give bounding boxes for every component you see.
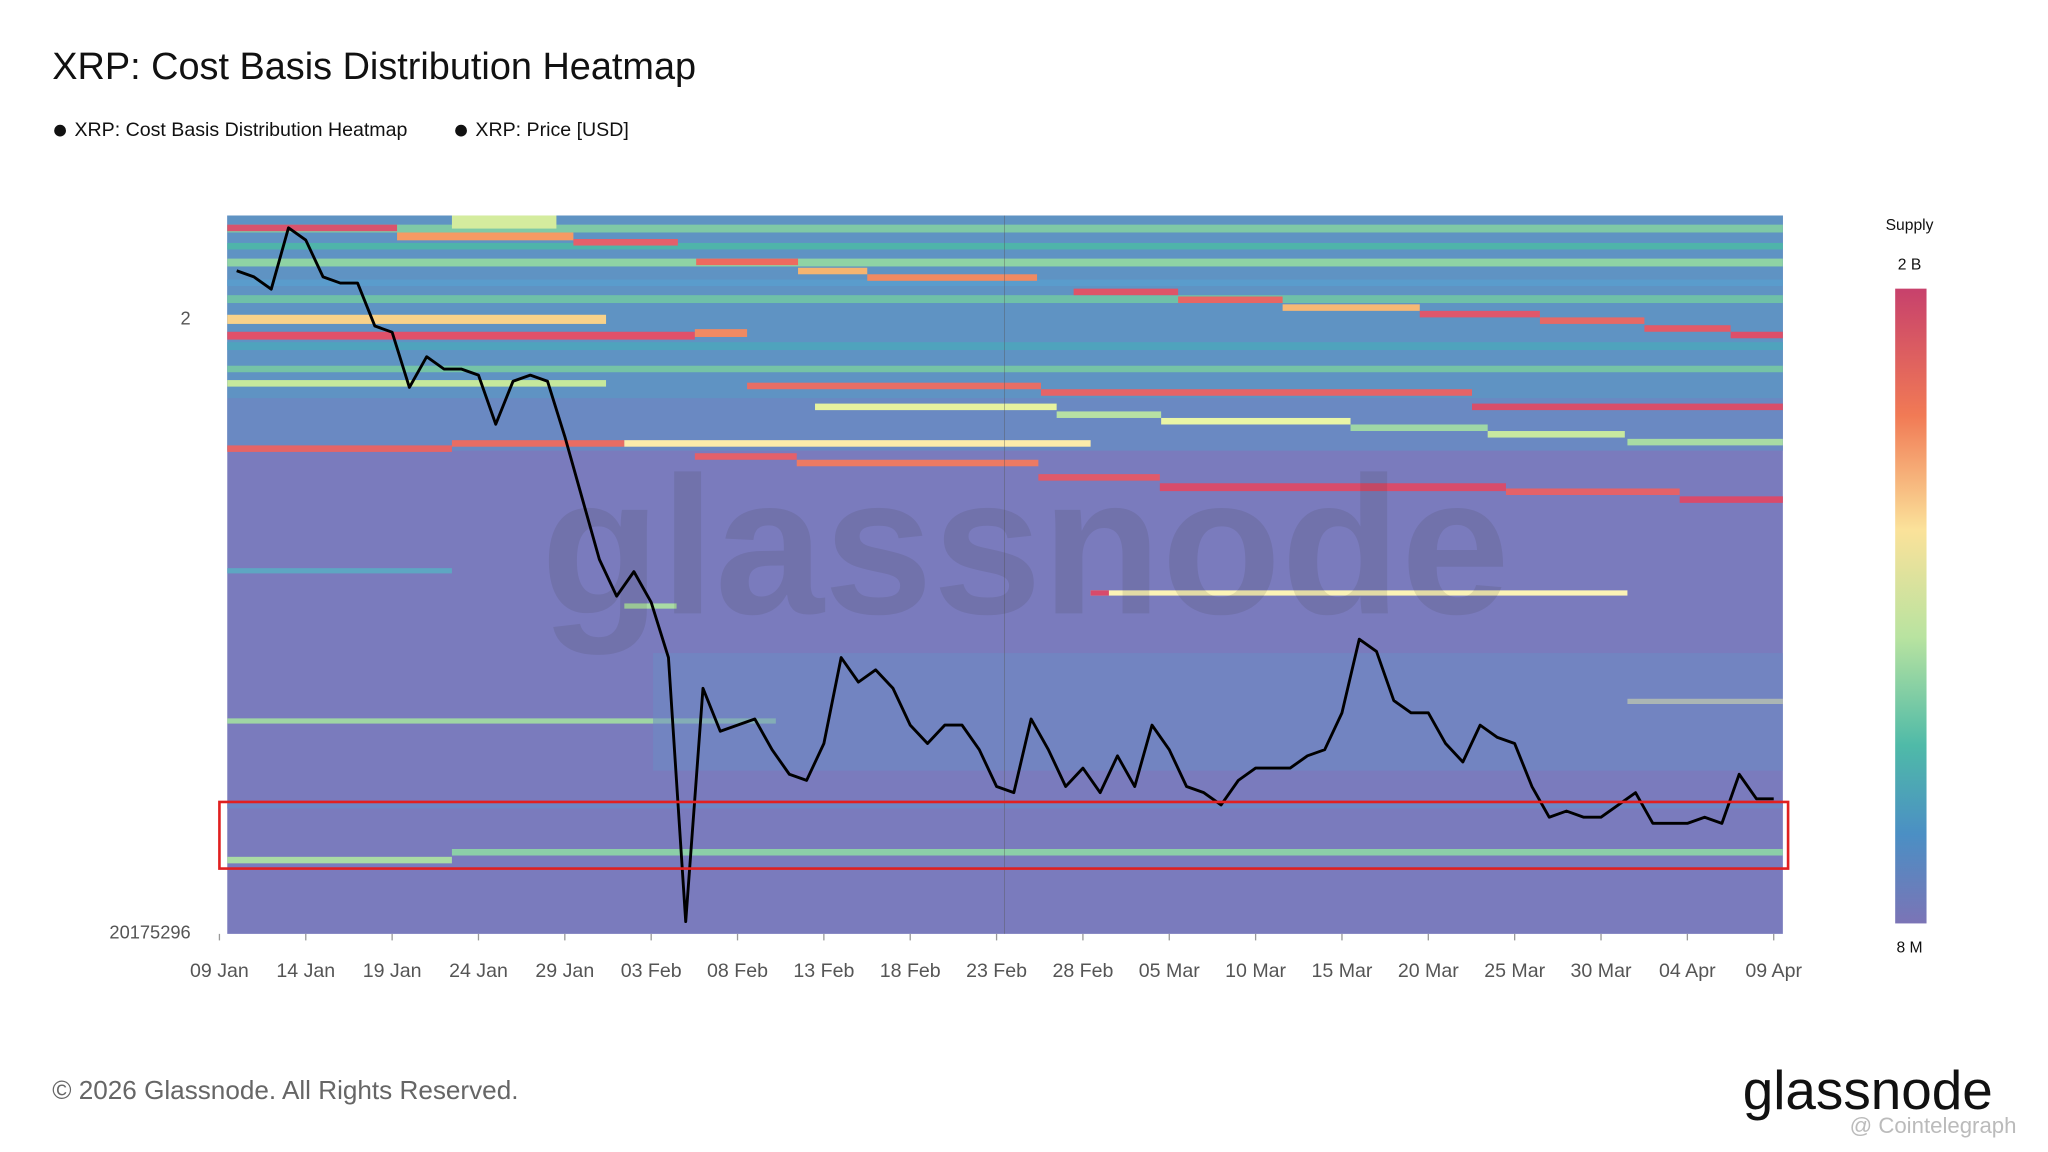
x-tick-label: 09 Jan bbox=[190, 960, 249, 982]
x-tick-label: 08 Feb bbox=[707, 960, 768, 982]
colorbar-title: Supply bbox=[1886, 217, 1934, 234]
x-tick-label: 28 Feb bbox=[1052, 960, 1113, 982]
logo: glassnode bbox=[1743, 1059, 1993, 1121]
legend-entry[interactable]: XRP: Price [USD] bbox=[475, 119, 628, 141]
x-tick-label: 20 Mar bbox=[1398, 960, 1459, 982]
x-tick-label: 13 Feb bbox=[793, 960, 854, 982]
x-tick-label: 15 Mar bbox=[1311, 960, 1372, 982]
x-tick-label: 19 Jan bbox=[363, 960, 422, 982]
colorbar bbox=[1895, 288, 1927, 924]
legend-marker bbox=[54, 124, 66, 137]
x-tick-label: 14 Jan bbox=[276, 960, 335, 982]
x-tick-label: 23 Feb bbox=[966, 960, 1027, 982]
x-tick-label: 30 Mar bbox=[1571, 960, 1632, 982]
y-axis-min-label: 20175296 bbox=[109, 922, 190, 943]
y-tick-label: 2 bbox=[181, 308, 191, 329]
price-line bbox=[236, 226, 1774, 924]
colorbar-label: 8 M bbox=[1896, 939, 1922, 956]
footer: © 2026 Glassnode. All Rights Reserved. bbox=[52, 1075, 518, 1105]
x-tick-label: 24 Jan bbox=[449, 960, 508, 982]
chart-title: XRP: Cost Basis Distribution Heatmap bbox=[52, 46, 696, 88]
x-tick-label: 05 Mar bbox=[1139, 960, 1200, 982]
x-tick-label: 09 Apr bbox=[1745, 960, 1802, 982]
x-tick-label: 10 Mar bbox=[1225, 960, 1286, 982]
highlight-box bbox=[218, 800, 1790, 870]
watermark: glassnode bbox=[541, 436, 1510, 655]
heatmap bbox=[227, 215, 1783, 934]
source-watermark: @ Cointelegraph bbox=[1850, 1113, 2017, 1138]
colorbar-label: 2 B bbox=[1898, 256, 1922, 273]
legend-entry[interactable]: XRP: Cost Basis Distribution Heatmap bbox=[74, 119, 407, 141]
x-tick-label: 29 Jan bbox=[535, 960, 594, 982]
x-tick-label: 25 Mar bbox=[1484, 960, 1545, 982]
x-tick-label: 03 Feb bbox=[621, 960, 682, 982]
axes: 09 Jan 14 Jan 19 Jan 24 Jan 29 Jan 03 Feb 08 F… bbox=[109, 308, 1802, 982]
x-tick-label: 18 Feb bbox=[880, 960, 941, 982]
legend-marker bbox=[455, 124, 467, 137]
x-tick-label: 04 Apr bbox=[1659, 960, 1716, 982]
